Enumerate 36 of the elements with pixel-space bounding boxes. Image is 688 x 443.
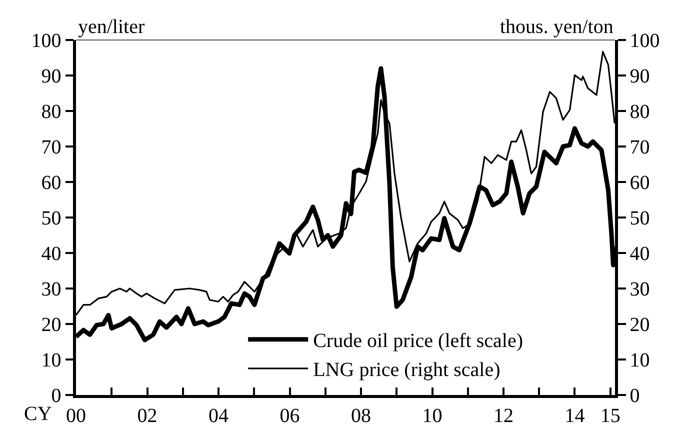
x-tick-label: 00 <box>66 404 86 427</box>
x-tick-label: 14 <box>564 404 585 427</box>
x-tick-label: 10 <box>422 404 442 427</box>
y2-tick-label: 80 <box>630 101 650 123</box>
y-tick-label: 90 <box>41 66 62 88</box>
y2-tick-label: 40 <box>630 243 650 265</box>
x-tick-label: 04 <box>208 404 228 427</box>
y2-tick-label: 30 <box>630 278 650 300</box>
y2-tick-label: 90 <box>630 66 650 88</box>
y2-tick-label: 70 <box>630 136 650 158</box>
y-tick-label: 60 <box>41 172 62 194</box>
x-tick-label: 12 <box>494 404 514 427</box>
y-tick-label: 50 <box>41 208 62 230</box>
x-tick-label: 06 <box>280 404 300 427</box>
y-axis-title: yen/liter <box>78 16 145 38</box>
y-tick-label: 40 <box>41 243 62 265</box>
y2-tick-label: 50 <box>630 208 650 230</box>
x-tick-label: 15 <box>600 404 620 427</box>
y2-tick-label: 20 <box>630 314 650 336</box>
y-tick-label: 20 <box>41 314 62 336</box>
y2-tick-label: 10 <box>630 350 650 372</box>
y2-axis-title: thous. yen/ton <box>500 16 614 38</box>
y-tick-label: 30 <box>41 278 62 300</box>
y2-tick-label: 60 <box>630 172 650 194</box>
y-tick-label: 0 <box>51 385 62 407</box>
x-axis-title: CY <box>24 403 52 425</box>
x-tick-label: 08 <box>351 404 371 427</box>
y2-tick-label: 100 <box>630 30 660 52</box>
y-tick-label: 100 <box>31 30 62 52</box>
y-tick-label: 80 <box>41 101 62 123</box>
legend-label: LNG price (right scale) <box>313 359 500 382</box>
y2-tick-label: 0 <box>630 385 640 407</box>
y-tick-label: 70 <box>41 136 62 158</box>
y-tick-label: 10 <box>41 350 62 372</box>
legend-label: Crude oil price (left scale) <box>313 330 523 352</box>
x-tick-label: 02 <box>137 404 158 427</box>
